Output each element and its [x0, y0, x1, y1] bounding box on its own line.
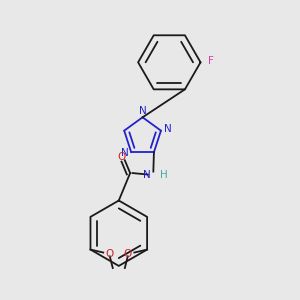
Text: N: N — [164, 124, 171, 134]
Text: N: N — [143, 169, 151, 179]
Text: O: O — [124, 249, 132, 259]
Text: N: N — [139, 106, 146, 116]
Text: N: N — [121, 148, 128, 158]
Text: O: O — [106, 249, 114, 259]
Text: O: O — [117, 152, 125, 162]
Text: H: H — [160, 169, 168, 179]
Text: F: F — [208, 56, 214, 66]
